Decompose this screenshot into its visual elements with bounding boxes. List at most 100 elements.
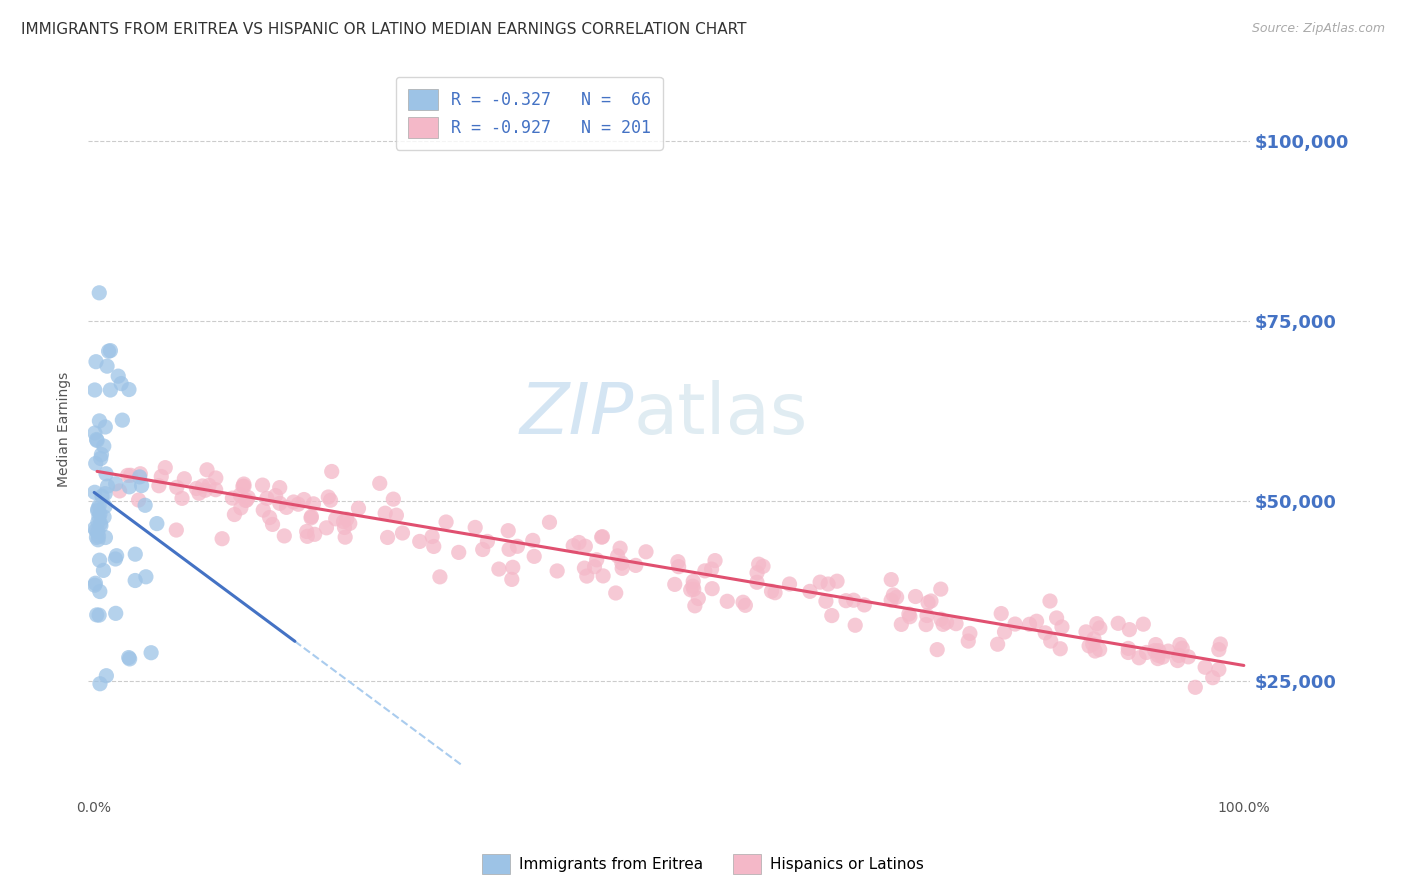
Point (702, 582, 724, 596)
Point (118, 480, 141, 494)
Point (84, 576, 107, 591)
Point (1168, 638, 1191, 652)
Point (842, 593, 865, 607)
Point (700, 562, 723, 576)
Point (117, 468, 139, 483)
Point (148, 479, 170, 493)
Point (264, 489, 287, 503)
Point (104, 607, 127, 621)
Point (1177, 649, 1199, 664)
Point (575, 569, 598, 583)
Point (799, 584, 821, 599)
Point (1171, 641, 1194, 656)
Point (731, 595, 754, 609)
Point (591, 530, 613, 544)
Point (87, 529, 110, 543)
Point (1202, 671, 1225, 685)
Point (1088, 621, 1111, 635)
Point (374, 506, 396, 520)
Point (1039, 594, 1062, 608)
Point (409, 534, 432, 549)
Point (990, 607, 1012, 621)
Point (496, 524, 519, 538)
Point (100, 343, 122, 358)
Point (238, 491, 260, 505)
Point (920, 594, 942, 608)
Point (269, 481, 291, 495)
Point (229, 488, 252, 502)
Point (609, 541, 631, 556)
Point (129, 467, 152, 481)
Point (745, 575, 768, 590)
Point (83, 578, 105, 592)
Point (259, 510, 281, 524)
Point (1116, 645, 1139, 659)
Point (591, 530, 613, 544)
Point (84, 457, 107, 471)
Point (420, 529, 443, 543)
Point (447, 545, 470, 559)
Point (1107, 616, 1129, 631)
Point (94, 486, 117, 500)
Point (302, 497, 325, 511)
Point (146, 516, 169, 531)
Point (84, 524, 107, 538)
Point (134, 498, 156, 512)
Point (1146, 651, 1168, 665)
Point (1045, 611, 1067, 625)
Point (562, 539, 585, 553)
Point (1167, 654, 1189, 668)
Point (150, 469, 173, 483)
Point (135, 570, 157, 584)
Point (1132, 617, 1154, 632)
Point (89, 584, 111, 599)
Point (295, 524, 318, 539)
Point (224, 508, 246, 522)
Point (118, 383, 141, 397)
Point (1118, 623, 1140, 637)
Point (1018, 617, 1040, 632)
Point (93, 563, 115, 577)
Point (90, 451, 112, 466)
Point (87, 533, 110, 547)
Point (423, 540, 446, 554)
Point (188, 486, 211, 500)
Point (283, 495, 305, 509)
Point (173, 472, 195, 486)
Point (90, 448, 112, 462)
Point (319, 493, 342, 508)
Point (339, 516, 361, 531)
Point (89, 507, 111, 521)
Point (233, 479, 256, 493)
Point (886, 591, 908, 605)
Legend: Immigrants from Eritrea, Hispanics or Latinos: Immigrants from Eritrea, Hispanics or La… (477, 848, 929, 880)
Point (297, 529, 319, 543)
Point (87, 524, 110, 539)
Point (835, 593, 858, 607)
Point (668, 559, 690, 574)
Point (935, 615, 957, 630)
Point (761, 584, 783, 599)
Point (574, 539, 596, 553)
Point (734, 599, 756, 613)
Point (917, 596, 939, 610)
Point (83, 383, 105, 397)
Point (86, 504, 108, 518)
Point (211, 532, 233, 546)
Point (89, 677, 111, 691)
Legend: R = -0.327   N =  66, R = -0.927   N = 201: R = -0.327 N = 66, R = -0.927 N = 201 (396, 77, 662, 150)
Point (821, 608, 844, 623)
Point (347, 501, 370, 516)
Point (269, 496, 291, 510)
Point (229, 500, 252, 515)
Point (929, 582, 952, 596)
Point (1194, 660, 1216, 674)
Point (682, 582, 704, 597)
Point (1157, 644, 1180, 658)
Point (124, 574, 146, 588)
Point (498, 542, 520, 557)
Point (332, 515, 354, 529)
Point (1078, 639, 1101, 653)
Point (89, 608, 111, 623)
Point (592, 569, 614, 583)
